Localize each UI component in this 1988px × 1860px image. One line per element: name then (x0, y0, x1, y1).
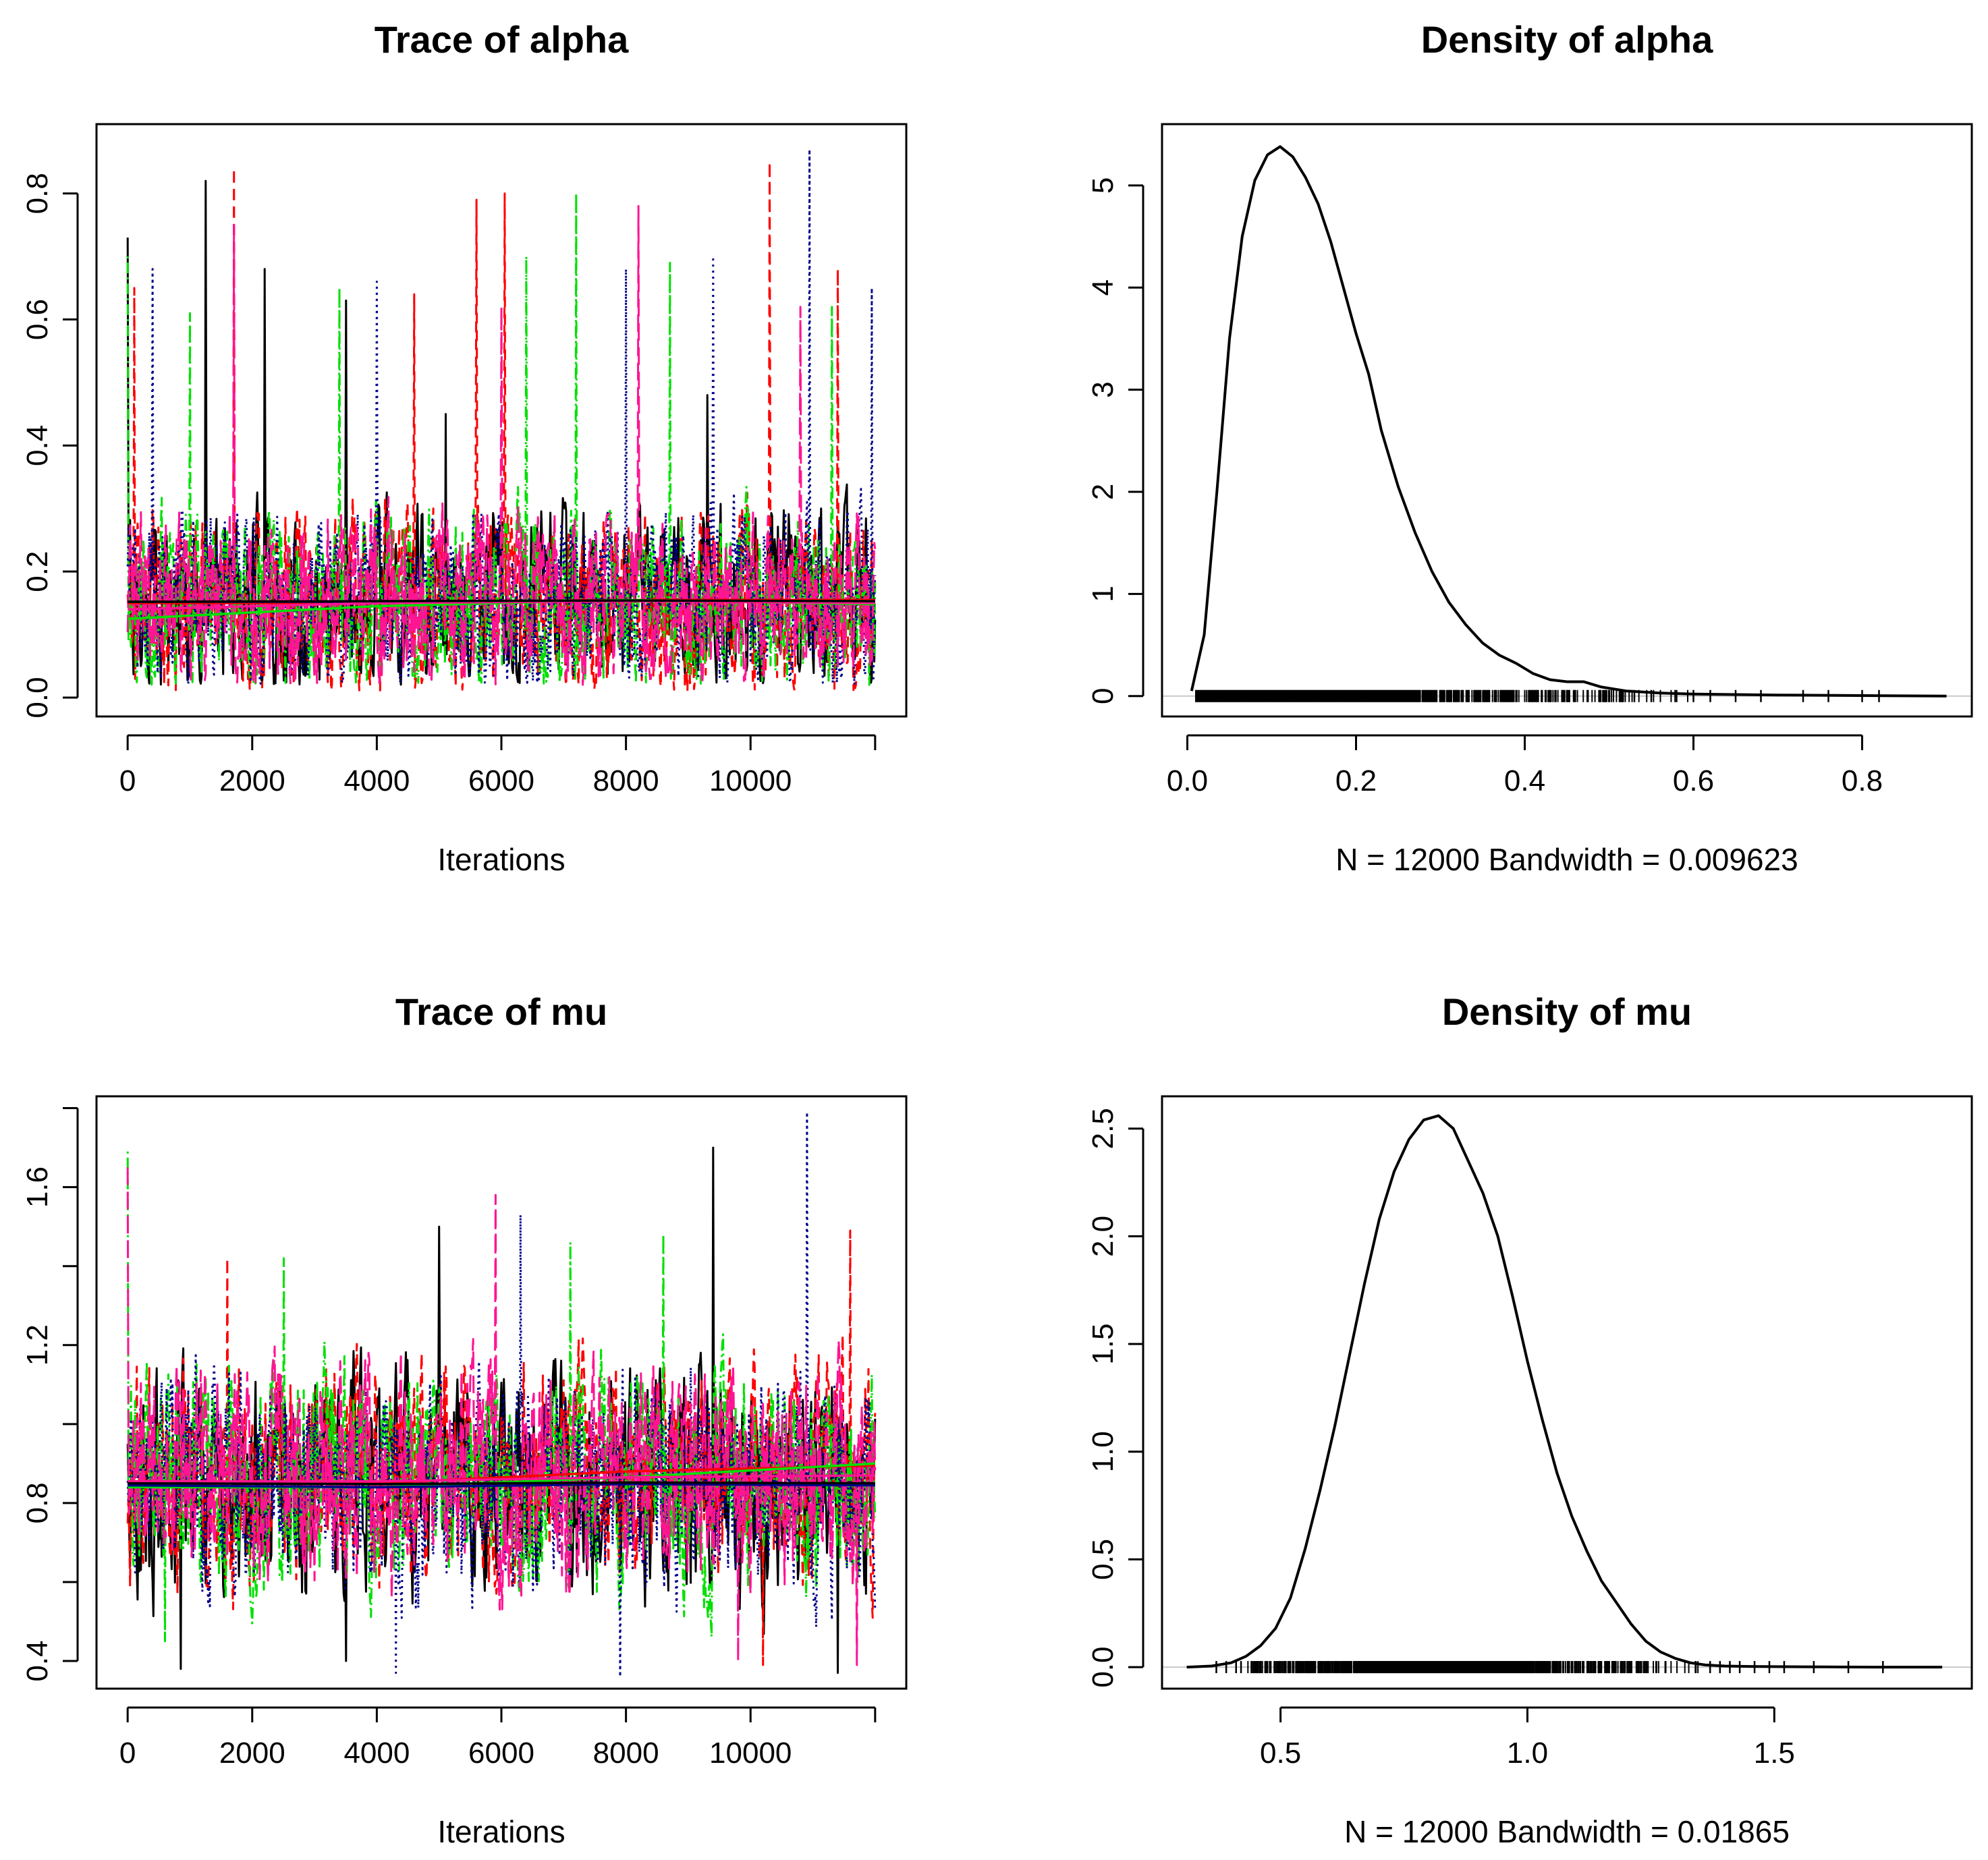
x-axis: 0.0 0.2 0.4 0.6 0.8 (1167, 734, 1883, 797)
x-tick-label: 0.0 (1167, 764, 1208, 797)
y-tick-label: 1.5 (1086, 1324, 1120, 1365)
y-tick-label: 0.4 (21, 425, 54, 466)
y-axis: 0.0 0.2 0.4 0.6 0.8 (21, 173, 79, 718)
y-tick-label: 2 (1086, 484, 1120, 500)
x-axis: 0.5 1.0 1.5 (1260, 1706, 1795, 1770)
density-curve (1186, 1114, 1943, 1669)
chart-title: Trace of alpha (375, 18, 629, 61)
trace-chain-line (126, 204, 877, 686)
plot-area (1162, 1114, 1972, 1674)
x-axis: 0 2000 4000 6000 8000 10000 (119, 1706, 877, 1770)
y-tick-label: 1.0 (1086, 1431, 1120, 1472)
x-tick-label: 1.0 (1507, 1737, 1548, 1770)
plot-marks: 0 2000 4000 6000 8000 10000 0.0 0.2 0.4 0.6 0.8 (21, 123, 908, 797)
y-tick-label: 0.0 (21, 677, 54, 718)
density-curve (1190, 145, 1947, 698)
y-tick-label: 0.8 (21, 173, 54, 214)
x-tick-label: 0 (119, 1737, 136, 1770)
trace-chain-line (126, 1151, 877, 1643)
plot-area (126, 148, 877, 692)
plot-marks: 0.0 0.2 0.4 0.6 0.8 0 1 2 3 4 5 (1086, 123, 1973, 797)
x-tick-label: 0.5 (1260, 1737, 1301, 1770)
y-tick-label: 4 (1086, 279, 1120, 295)
y-tick-label: 0.0 (1086, 1646, 1120, 1687)
x-axis-label: N = 12000 Bandwidth = 0.01865 (1344, 1814, 1790, 1849)
y-tick-label: 5 (1086, 177, 1120, 194)
x-tick-label: 0 (119, 764, 136, 797)
x-tick-label: 0.4 (1504, 764, 1545, 797)
y-tick-label: 1.6 (21, 1166, 54, 1208)
plot-marks: 0 2000 4000 6000 8000 10000 0.4 0.8 1.2 1.6 (21, 1095, 908, 1770)
x-tick-label: 8000 (593, 764, 659, 797)
x-axis-label: Iterations (437, 1814, 565, 1849)
smooth-line (128, 600, 875, 611)
x-tick-label: 1.5 (1754, 1737, 1795, 1770)
trace-alpha-panel: Trace of alpha Iterations 0 2000 4000 6000 8… (21, 18, 908, 877)
y-axis: 0 1 2 3 4 5 (1086, 177, 1144, 704)
x-axis-label: Iterations (437, 842, 565, 877)
x-tick-label: 0.8 (1842, 764, 1883, 797)
y-tick-label: 0.2 (21, 551, 54, 592)
plot-frame (95, 1095, 908, 1690)
y-tick-label: 0.8 (21, 1482, 54, 1523)
rug (1195, 689, 1880, 702)
x-tick-label: 10000 (709, 1737, 792, 1770)
y-tick-label: 1 (1086, 586, 1120, 602)
smooth-line (128, 1483, 875, 1489)
x-tick-label: 6000 (468, 1737, 534, 1770)
chart-title: Trace of mu (395, 990, 607, 1033)
plot-frame (1161, 1095, 1973, 1690)
density-mu-panel: Density of mu N = 12000 Bandwidth = 0.01… (1086, 990, 1973, 1849)
y-tick-label: 0 (1086, 687, 1120, 704)
y-axis: 0.4 0.8 1.2 1.6 (21, 1107, 79, 1682)
x-tick-label: 4000 (343, 1737, 410, 1770)
y-tick-label: 0.4 (21, 1640, 54, 1681)
plot-frame (95, 123, 908, 718)
x-tick-label: 8000 (593, 1737, 659, 1770)
y-tick-label: 2.0 (1086, 1216, 1120, 1257)
y-tick-label: 2.5 (1086, 1108, 1120, 1149)
x-tick-label: 6000 (468, 764, 534, 797)
y-tick-label: 3 (1086, 381, 1120, 397)
x-tick-label: 2000 (219, 764, 285, 797)
chart-title: Density of alpha (1421, 18, 1713, 61)
y-tick-label: 0.6 (21, 299, 54, 340)
x-tick-label: 0.2 (1335, 764, 1377, 797)
trace-mu-panel: Trace of mu Iterations 0 2000 4000 6000 8000… (21, 990, 908, 1849)
smooth-line (128, 599, 875, 603)
plot-area (1162, 145, 1972, 702)
rug (1215, 1661, 1884, 1674)
x-axis-label: N = 12000 Bandwidth = 0.009623 (1335, 842, 1798, 877)
y-tick-label: 1.2 (21, 1324, 54, 1365)
x-tick-label: 4000 (343, 764, 410, 797)
plot-marks: 0.5 1.0 1.5 0.0 0.5 1.0 1.5 2.0 2.5 (1086, 1095, 1973, 1770)
y-axis: 0.0 0.5 1.0 1.5 2.0 2.5 (1086, 1108, 1144, 1688)
density-alpha-panel: Density of alpha N = 12000 Bandwidth = 0… (1086, 18, 1973, 877)
y-tick-label: 0.5 (1086, 1539, 1120, 1580)
chart-title: Density of mu (1442, 990, 1692, 1033)
x-tick-label: 2000 (219, 1737, 285, 1770)
plot-area (126, 1110, 877, 1678)
trace-chain-line (126, 1229, 877, 1666)
x-tick-label: 0.6 (1673, 764, 1714, 797)
smooth-line (128, 1474, 875, 1483)
plot-frame (1161, 123, 1973, 718)
x-tick-label: 10000 (709, 764, 792, 797)
smooth-line (128, 1481, 875, 1486)
x-axis: 0 2000 4000 6000 8000 10000 (119, 734, 877, 797)
